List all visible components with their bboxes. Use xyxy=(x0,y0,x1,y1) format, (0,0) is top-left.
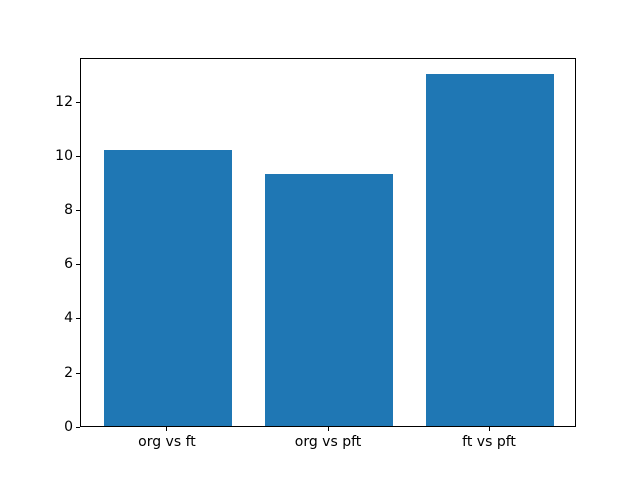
y-tick-mark xyxy=(76,372,80,374)
x-tick-mark xyxy=(166,427,168,432)
y-tick-label: 4 xyxy=(64,310,73,327)
bar-ft-vs-pft xyxy=(425,74,555,427)
x-tick-label: ft vs pft xyxy=(462,434,516,451)
y-tick-mark xyxy=(76,318,80,320)
bar-org-vs-pft xyxy=(264,174,394,427)
y-tick-mark xyxy=(76,426,80,428)
y-tick-mark xyxy=(76,101,80,103)
x-tick-label: org vs ft xyxy=(138,434,196,451)
y-tick-label: 2 xyxy=(64,364,73,381)
plot-area xyxy=(80,57,576,428)
y-tick-mark xyxy=(76,210,80,212)
y-tick-label: 10 xyxy=(55,147,73,164)
x-tick-mark xyxy=(327,427,329,432)
y-tick-label: 6 xyxy=(64,256,73,273)
y-tick-label: 8 xyxy=(64,202,73,219)
bar-org-vs-ft xyxy=(103,150,233,427)
y-tick-label: 0 xyxy=(64,418,73,435)
y-tick-mark xyxy=(76,155,80,157)
x-tick-mark xyxy=(488,427,490,432)
x-tick-label: org vs pft xyxy=(294,434,362,451)
y-tick-label: 12 xyxy=(55,93,73,110)
y-tick-mark xyxy=(76,264,80,266)
